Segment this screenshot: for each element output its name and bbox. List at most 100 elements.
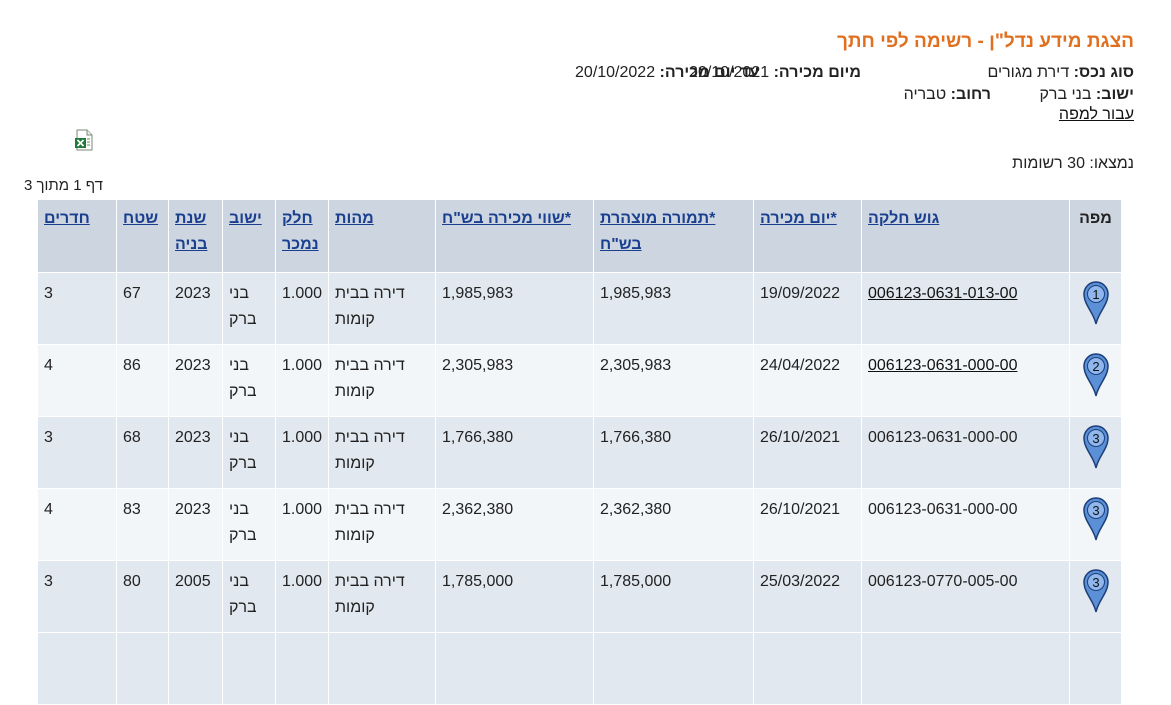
sort-city-link[interactable]: ישוב [229,210,262,227]
street-label: רחוב: [950,86,991,103]
sort-declared-link[interactable]: *תמורה מוצהרת בש"ח [600,210,716,253]
sort-sale-date-link[interactable]: *יום מכירה [760,210,837,227]
value-cell: 2,362,380 [435,488,594,561]
results-table: מפה גוש חלקה *יום מכירה *תמורה מוצהרת בש… [37,199,1122,705]
table-row [37,632,1122,705]
parcel-text: 006123-0770-005-00 [868,573,1018,590]
nature-cell: דירה בבית קומות [328,488,436,561]
area-cell: 83 [116,488,169,561]
declared-cell: 1,985,983 [593,272,754,345]
pin-number: 3 [1092,575,1099,590]
table-body: 1 006123-0631-013-00 19/09/2022 1,985,983 1,… [37,272,1122,705]
rooms-cell: 3 [37,560,117,633]
empty-cell [435,632,594,705]
nature-cell: דירה בבית קומות [328,344,436,417]
part-cell: 1.000 [275,344,329,417]
page-indicator: דף 1 מתוך 3 [24,177,103,194]
nature-cell: דירה בבית קומות [328,416,436,489]
header-city[interactable]: ישוב [222,199,276,273]
nature-cell: דירה בבית קומות [328,560,436,633]
parcel-text: 006123-0631-000-00 [868,501,1018,518]
year-cell: 2005 [168,560,223,633]
filter-city: ישוב: בני ברק [1039,86,1134,104]
empty-cell [37,632,117,705]
map-pin-icon[interactable]: 3 [1081,423,1111,469]
sort-value-link[interactable]: *שווי מכירה בש"ח [442,210,571,227]
rooms-cell: 4 [37,488,117,561]
parcel-link[interactable]: 006123-0631-013-00 [868,285,1018,302]
nature-cell: דירה בבית קומות [328,272,436,345]
sale-date-cell: 19/09/2022 [753,272,862,345]
filter-to-date: עד יום מכירה: 20/10/2022 [575,64,759,82]
parcel-text: 006123-0631-000-00 [868,429,1018,446]
part-cell: 1.000 [275,488,329,561]
header-parcel[interactable]: גוש חלקה [861,199,1070,273]
map-pin-icon[interactable]: 3 [1081,567,1111,613]
table-row: 3 006123-0631-000-00 26/10/2021 1,766,380 1,… [37,416,1122,489]
declared-cell: 2,305,983 [593,344,754,417]
pin-number: 1 [1092,287,1099,302]
value-cell: 2,305,983 [435,344,594,417]
parcel-cell: 006123-0631-000-00 [861,344,1070,417]
sale-date-cell: 25/03/2022 [753,560,862,633]
sale-date-cell: 26/10/2021 [753,416,862,489]
rooms-cell: 4 [37,344,117,417]
sort-rooms-link[interactable]: חדרים [44,210,90,227]
pin-number: 2 [1092,359,1099,374]
sale-date-cell: 24/04/2022 [753,344,862,417]
parcel-cell: 006123-0770-005-00 [861,560,1070,633]
map-cell: 3 [1069,488,1122,561]
header-year[interactable]: שנת בניה [168,199,223,273]
header-rooms[interactable]: חדרים [37,199,117,273]
excel-export-icon[interactable] [74,129,94,151]
year-cell: 2023 [168,416,223,489]
sort-year-link[interactable]: שנת בניה [175,210,208,253]
declared-cell: 1,785,000 [593,560,754,633]
map-pin-icon[interactable]: 2 [1081,351,1111,397]
sort-part-link[interactable]: חלק נמכר [282,210,319,253]
header-declared[interactable]: *תמורה מוצהרת בש"ח [593,199,754,273]
map-pin-icon[interactable]: 3 [1081,495,1111,541]
table-row: 3 006123-0631-000-00 26/10/2021 2,362,380 2,… [37,488,1122,561]
header-value[interactable]: *שווי מכירה בש"ח [435,199,594,273]
value-cell: 1,985,983 [435,272,594,345]
header-part[interactable]: חלק נמכר [275,199,329,273]
city-cell: בני ברק [222,416,276,489]
area-cell: 86 [116,344,169,417]
empty-cell [116,632,169,705]
city-cell: בני ברק [222,560,276,633]
sort-nature-link[interactable]: מהות [335,210,374,227]
parcel-cell: 006123-0631-000-00 [861,416,1070,489]
to-date-label: עד יום מכירה: [659,64,759,81]
from-date-value: 20/10/2021 [689,64,770,81]
part-cell: 1.000 [275,416,329,489]
go-to-map-link[interactable]: עבור למפה [1058,106,1134,123]
results-count: נמצאו: 30 רשומות [1012,155,1134,172]
year-cell: 2023 [168,272,223,345]
asset-type-value: דירת מגורים [987,64,1070,81]
table-row: 2 006123-0631-000-00 24/04/2022 2,305,983 2,… [37,344,1122,417]
header-area[interactable]: שטח [116,199,169,273]
year-cell: 2023 [168,488,223,561]
area-cell: 80 [116,560,169,633]
empty-cell [275,632,329,705]
map-pin-icon[interactable]: 1 [1081,279,1111,325]
from-date-label: מיום מכירה: [773,64,861,81]
part-cell: 1.000 [275,272,329,345]
rooms-cell: 3 [37,416,117,489]
sort-parcel-link[interactable]: גוש חלקה [868,210,940,227]
map-cell: 3 [1069,560,1122,633]
header-sale-date[interactable]: *יום מכירה [753,199,862,273]
parcel-link[interactable]: 006123-0631-000-00 [868,357,1018,374]
sort-area-link[interactable]: שטח [123,210,159,227]
map-cell: 3 [1069,416,1122,489]
city-cell: בני ברק [222,488,276,561]
pin-number: 3 [1092,431,1099,446]
header-nature[interactable]: מהות [328,199,436,273]
filter-from-date: מיום מכירה: 20/10/2021 [689,64,861,82]
map-cell: 2 [1069,344,1122,417]
empty-cell [328,632,436,705]
part-cell: 1.000 [275,560,329,633]
sale-date-cell: 26/10/2021 [753,488,862,561]
table-header-row: מפה גוש חלקה *יום מכירה *תמורה מוצהרת בש… [37,199,1122,273]
